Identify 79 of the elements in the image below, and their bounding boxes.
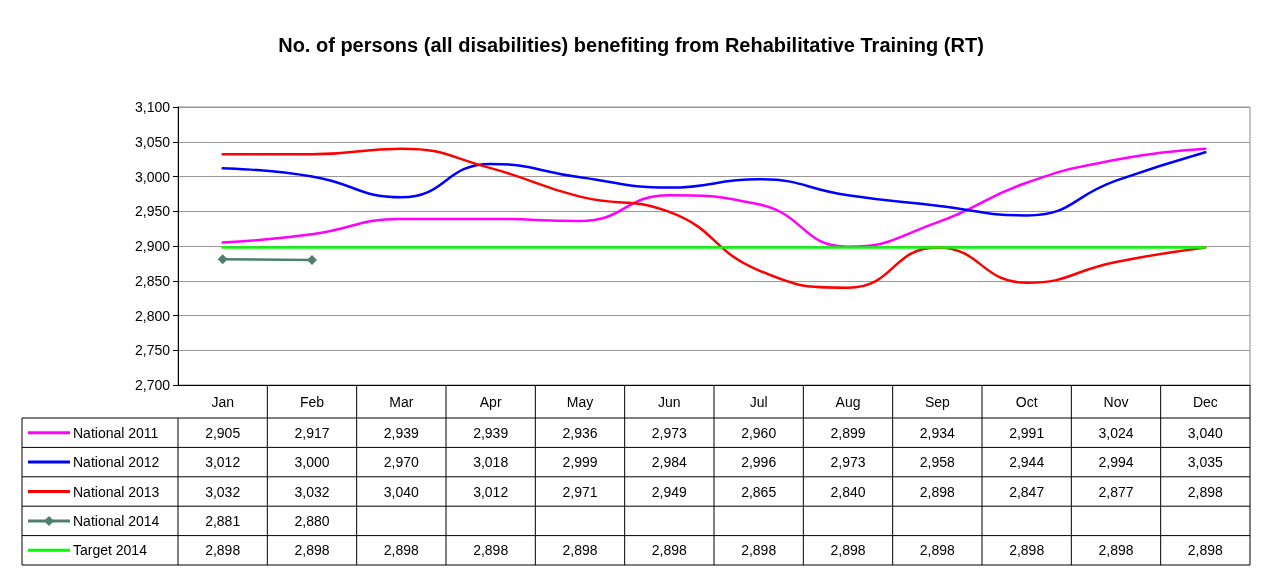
data-label: 2,936 bbox=[562, 424, 598, 441]
x-tick-label: Sep bbox=[924, 394, 950, 410]
data-label: 2,999 bbox=[562, 454, 598, 471]
data-label: 2,958 bbox=[919, 454, 956, 471]
y-tick-label: 3,050 bbox=[134, 133, 171, 150]
data-label: 2,905 bbox=[205, 424, 241, 441]
data-label: 3,018 bbox=[473, 454, 509, 471]
legend-label: National 2012 bbox=[73, 454, 160, 471]
data-label: 2,865 bbox=[741, 483, 777, 500]
data-label: 2,898 bbox=[919, 483, 956, 500]
data-label: 2,939 bbox=[383, 424, 420, 441]
data-label: 2,898 bbox=[294, 542, 330, 559]
y-tick-label: 2,900 bbox=[134, 238, 171, 254]
x-tick-label: Nov bbox=[1103, 394, 1129, 410]
data-label: 2,847 bbox=[1009, 483, 1045, 500]
data-label: 2,949 bbox=[651, 483, 688, 500]
data-label: 2,877 bbox=[1098, 483, 1134, 500]
data-label: 2,898 bbox=[383, 542, 420, 559]
data-label: 2,898 bbox=[651, 542, 688, 559]
data-label: 3,032 bbox=[205, 483, 241, 500]
x-tick-label: Apr bbox=[479, 394, 502, 410]
data-label: 2,971 bbox=[562, 483, 598, 500]
data-label: 2,881 bbox=[205, 512, 241, 529]
y-tick-label: 2,800 bbox=[134, 307, 171, 324]
data-label: 2,898 bbox=[473, 542, 509, 559]
data-label: 2,898 bbox=[1098, 542, 1134, 559]
legend-label: National 2013 bbox=[73, 483, 160, 500]
data-label: 2,898 bbox=[1187, 483, 1224, 500]
data-label: 2,898 bbox=[1187, 542, 1224, 559]
data-label: 3,032 bbox=[294, 483, 330, 500]
x-tick-label: May bbox=[566, 394, 594, 410]
data-label: 3,000 bbox=[294, 454, 330, 471]
data-label: 2,898 bbox=[919, 542, 956, 559]
y-tick-label: 3,100 bbox=[134, 99, 171, 115]
data-label: 3,040 bbox=[1187, 424, 1224, 441]
x-tick-label: Feb bbox=[299, 394, 325, 410]
x-tick-label: Jun bbox=[658, 394, 681, 410]
data-label: 2,898 bbox=[1009, 542, 1045, 559]
y-tick-label: 2,950 bbox=[134, 203, 171, 220]
data-label: 2,840 bbox=[830, 483, 866, 500]
data-label: 2,960 bbox=[741, 424, 777, 441]
x-tick-label: Jan bbox=[211, 394, 234, 410]
data-label: 3,035 bbox=[1187, 454, 1224, 471]
data-label: 3,012 bbox=[473, 483, 509, 500]
line-series bbox=[221, 147, 1207, 248]
x-tick-label: Mar bbox=[389, 394, 414, 410]
data-label: 2,996 bbox=[741, 454, 777, 471]
data-label: 2,991 bbox=[1009, 424, 1045, 441]
legend-label: Target 2014 bbox=[73, 542, 148, 559]
chart-title: No. of persons (all disabilities) benefiting from Rehabilitative Training (RT) bbox=[278, 34, 984, 56]
x-tick-label: Jul bbox=[749, 394, 768, 410]
data-label: 2,944 bbox=[1009, 454, 1045, 471]
legend-label: National 2014 bbox=[73, 512, 160, 529]
y-tick-label: 2,750 bbox=[134, 342, 171, 359]
data-label: 2,934 bbox=[919, 424, 956, 441]
data-label: 2,899 bbox=[830, 424, 866, 441]
line-series bbox=[221, 150, 1207, 217]
legend-label: National 2011 bbox=[73, 424, 159, 441]
y-tick-label: 2,700 bbox=[134, 377, 171, 393]
data-label: 2,898 bbox=[562, 542, 598, 559]
data-label: 3,024 bbox=[1098, 424, 1134, 441]
data-label: 2,917 bbox=[294, 424, 330, 441]
data-label: 2,898 bbox=[205, 542, 241, 559]
data-label: 2,939 bbox=[473, 424, 509, 441]
data-label: 2,973 bbox=[830, 454, 866, 471]
y-tick-label: 2,850 bbox=[134, 272, 171, 289]
data-label: 3,012 bbox=[205, 454, 241, 471]
y-tick-label: 3,000 bbox=[134, 168, 171, 185]
data-label: 2,970 bbox=[383, 454, 420, 471]
x-tick-label: Dec bbox=[1192, 394, 1218, 410]
data-label: 2,984 bbox=[651, 454, 688, 471]
data-label: 2,898 bbox=[830, 542, 866, 559]
data-label: 2,994 bbox=[1098, 454, 1134, 471]
data-label: 2,898 bbox=[741, 542, 777, 559]
x-tick-label: Aug bbox=[835, 394, 861, 410]
data-label: 2,973 bbox=[651, 424, 688, 441]
data-label: 3,040 bbox=[383, 483, 420, 500]
data-label: 2,880 bbox=[294, 512, 330, 529]
x-tick-label: Oct bbox=[1015, 394, 1038, 410]
